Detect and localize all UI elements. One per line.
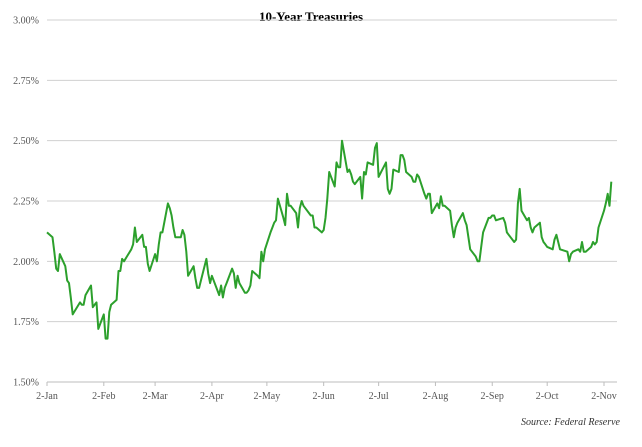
y-tick-label: 3.00%: [13, 16, 39, 27]
x-tick-label: 2-Nov: [591, 391, 617, 402]
y-axis: 3.00% 2.75% 2.50% 2.25% 2.00% 1.75% 1.50%: [13, 16, 39, 389]
y-tick-label: 2.25%: [13, 197, 39, 208]
y-tick-label: 2.50%: [13, 136, 39, 147]
y-tick-label: 1.75%: [13, 317, 39, 328]
x-tick-label: 2-May: [254, 391, 281, 402]
x-tick-label: 2-Jul: [369, 391, 389, 402]
source-note: Source: Federal Reserve: [521, 417, 621, 428]
x-tick-label: 2-Oct: [536, 391, 559, 402]
gridlines: [47, 19, 617, 383]
y-tick-label: 2.75%: [13, 76, 39, 87]
x-tick-label: 2-Aug: [423, 391, 449, 402]
x-axis: 2-Jan 2-Feb 2-Mar 2-Apr 2-May 2-Jun 2-Jul 2-Aug…: [36, 382, 617, 402]
x-tick-label: 2-Jun: [313, 391, 335, 402]
series-line-10-year-treasuries: [46, 139, 613, 340]
x-tick-label: 2-Apr: [200, 391, 225, 402]
series-layer: [46, 139, 613, 340]
x-tick-label: 2-Jan: [36, 391, 58, 402]
x-tick-label: 2-Feb: [92, 391, 115, 402]
y-tick-label: 1.50%: [13, 378, 39, 389]
chart-title: 10-Year Treasuries: [259, 9, 363, 24]
y-tick-label: 2.00%: [13, 257, 39, 268]
x-tick-label: 2-Mar: [143, 391, 169, 402]
x-tick-label: 2-Sep: [481, 391, 504, 402]
